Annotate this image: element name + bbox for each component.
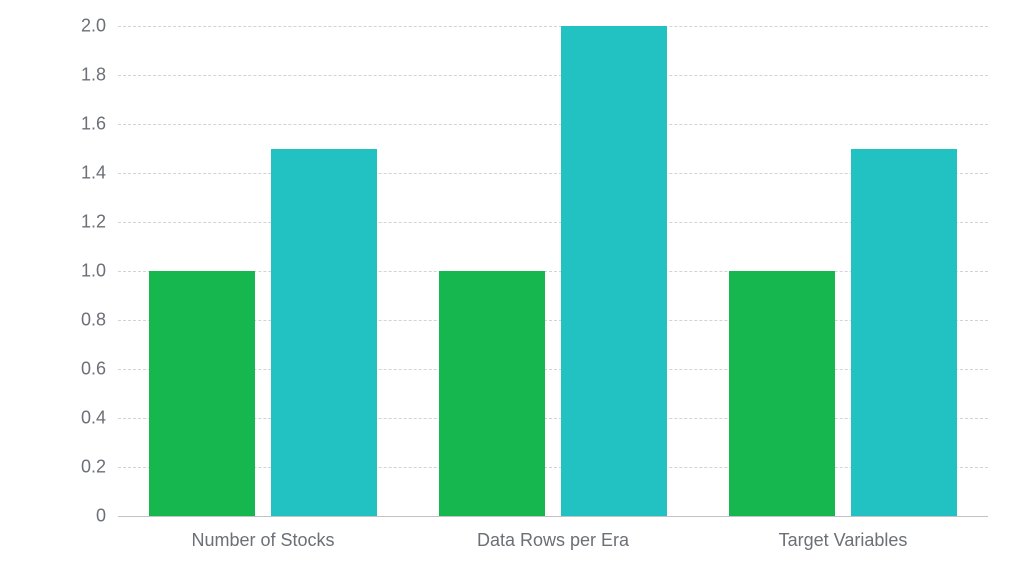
- bar: [271, 149, 377, 517]
- bar: [149, 271, 255, 516]
- bar-group: [729, 26, 957, 516]
- y-tick-label: 1.6: [81, 114, 118, 135]
- x-tick-label: Number of Stocks: [191, 516, 334, 551]
- bar: [729, 271, 835, 516]
- x-tick-label: Data Rows per Era: [477, 516, 629, 551]
- y-tick-label: 1.8: [81, 65, 118, 86]
- y-tick-label: 1.2: [81, 212, 118, 233]
- y-tick-label: 1.0: [81, 261, 118, 282]
- bar-chart: 0 0.2 0.4 0.6 0.8 1.0 1.2 1.4 1.6 1.8 2.0 Number of…: [0, 0, 1024, 576]
- y-tick-label: 0.4: [81, 408, 118, 429]
- x-tick-label: Target Variables: [779, 516, 908, 551]
- y-tick-label: 1.4: [81, 163, 118, 184]
- y-tick-label: 0.6: [81, 359, 118, 380]
- y-tick-label: 0.2: [81, 457, 118, 478]
- plot-area: 00.20.40.60.81.01.21.41.61.82.0Number of…: [118, 26, 988, 516]
- bar-group: [439, 26, 667, 516]
- y-tick-label: 2.0: [81, 16, 118, 37]
- y-tick-label: 0.8: [81, 310, 118, 331]
- bar: [439, 271, 545, 516]
- bar-group: [149, 26, 377, 516]
- bar: [851, 149, 957, 517]
- bar: [561, 26, 667, 516]
- y-tick-label: 0: [96, 506, 118, 527]
